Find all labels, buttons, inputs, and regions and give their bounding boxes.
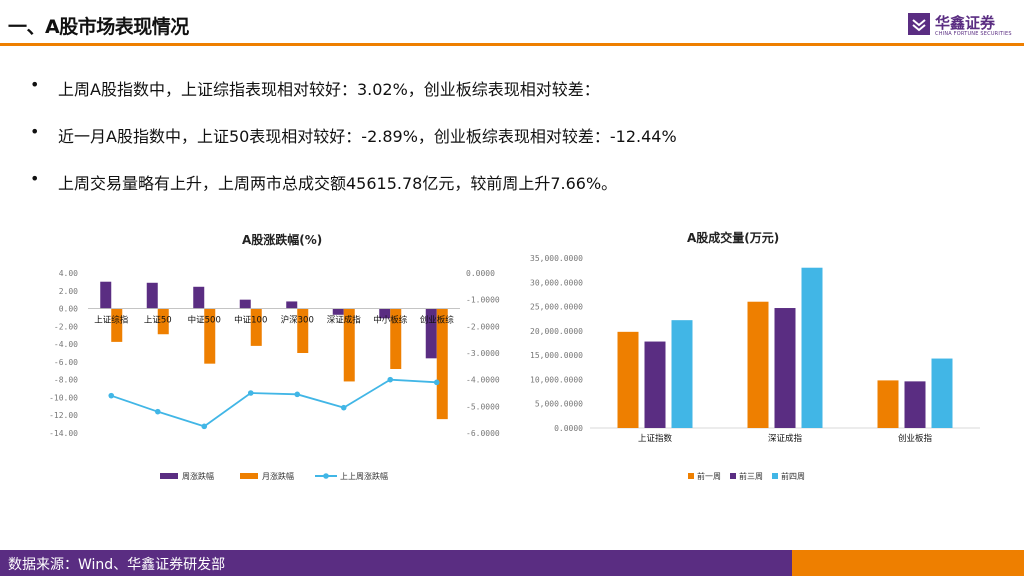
bar: [250, 308, 262, 346]
y-left-tick-label: -4.00: [54, 340, 78, 349]
page-title: 一、A股市场表现情况: [8, 16, 189, 38]
logo-name: 华鑫证券: [935, 14, 996, 32]
bar: [425, 308, 437, 359]
bar: [617, 331, 639, 428]
category-label: 中小板综: [373, 315, 408, 326]
line-point: [108, 392, 115, 399]
legend-label: 前三周: [739, 471, 763, 481]
bar: [332, 308, 344, 315]
bar: [931, 358, 953, 428]
bar: [204, 308, 216, 364]
bar: [801, 267, 823, 428]
line-point: [247, 390, 254, 396]
legend-swatch: [772, 473, 778, 479]
chart2-title: A股成交量(万元): [687, 231, 780, 245]
y-left-tick-label: 0.00: [59, 305, 78, 314]
y-tick-label: 30,000.0000: [530, 278, 583, 287]
index-change-chart: 4.00 2.00 0.00 -2.00 -4.00 -6.00 -8.00 -10.00 -1…: [49, 269, 500, 481]
y-left-tick-label: -10.00: [49, 393, 78, 402]
footer-bar: [0, 550, 792, 576]
category-label: 上证50: [144, 316, 172, 326]
bar: [343, 308, 355, 382]
category-label: 中证500: [188, 315, 221, 326]
legend-label: 上上周涨跌幅: [340, 471, 388, 481]
y-left-tick-label: -14.00: [49, 429, 78, 438]
y-left-tick-label: -6.00: [54, 358, 78, 367]
bar: [379, 308, 391, 319]
bar: [111, 308, 123, 342]
header-divider: [0, 43, 1024, 46]
line-point: [154, 408, 161, 415]
bar: [436, 308, 448, 420]
bar: [774, 308, 796, 428]
bar: [239, 299, 251, 309]
bar: [286, 301, 298, 309]
bullet-item: 上周交易量略有上升，上周两市总成交额45615.78亿元，较前周上升7.66%。: [30, 169, 990, 217]
line-point: [201, 423, 208, 430]
category-label: 上证综指: [94, 315, 129, 326]
legend-label: 前一周: [697, 471, 721, 481]
logo-mark-icon: [908, 13, 930, 35]
category-label: 中证100: [234, 315, 267, 326]
y-right-tick-label: -2.0000: [466, 322, 500, 331]
y-right-tick-label: -3.0000: [466, 349, 500, 358]
bullet-item: 上周A股指数中，上证综指表现相对较好：3.02%，创业板综表现相对较差：: [30, 75, 990, 123]
bar: [157, 308, 169, 335]
y-left-tick-label: -2.00: [54, 322, 78, 331]
line-point: [340, 404, 347, 411]
line-point: [387, 376, 394, 383]
y-tick-label: 0.0000: [554, 424, 583, 433]
chart1-title: A股涨跌幅(%): [242, 233, 323, 247]
category-label: 深证成指: [768, 433, 803, 444]
legend-label: 月涨跌幅: [262, 471, 294, 481]
legend-label: 前四周: [781, 471, 805, 481]
y-tick-label: 35,000.0000: [530, 254, 583, 263]
y-left-tick-label: 4.00: [59, 269, 78, 278]
bar: [747, 301, 769, 428]
footer-accent: [792, 550, 1024, 576]
bar: [146, 282, 158, 309]
category-label: 创业板指: [898, 433, 933, 444]
legend-swatch-point: [323, 473, 329, 479]
bar: [297, 308, 309, 353]
category-label: 深证成指: [327, 315, 362, 326]
line-point: [433, 379, 440, 386]
y-tick-label: 5,000.0000: [535, 400, 583, 409]
bar: [644, 341, 666, 428]
company-logo: 华鑫证券 CHINA FORTUNE SECURITIES: [908, 12, 1018, 40]
bar: [390, 308, 402, 369]
legend-swatch: [730, 473, 736, 479]
line-point: [294, 391, 301, 398]
y-tick-label: 20,000.0000: [530, 327, 583, 336]
legend-swatch: [160, 473, 178, 479]
y-right-tick-label: -4.0000: [466, 376, 500, 385]
category-label: 创业板综: [420, 315, 455, 326]
y-left-tick-label: -8.00: [54, 376, 78, 385]
legend-label: 周涨跌幅: [182, 471, 214, 481]
legend-swatch: [240, 473, 258, 479]
bullet-item: 近一月A股指数中，上证50表现相对较好：-2.89%，创业板综表现相对较差：-1…: [30, 122, 990, 170]
summary-bullets: 上周A股指数中，上证综指表现相对较好：3.02%，创业板综表现相对较差： 近一月…: [30, 75, 990, 217]
category-label: 沪深300: [281, 315, 314, 326]
data-source: 数据来源：Wind、华鑫证券研发部: [8, 557, 226, 573]
bar: [100, 281, 112, 309]
y-right-tick-label: -1.0000: [466, 296, 500, 305]
bar: [193, 286, 205, 309]
bar: [877, 380, 899, 428]
legend-swatch: [688, 473, 694, 479]
y-tick-label: 15,000.0000: [530, 351, 583, 360]
y-right-tick-label: 0.0000: [466, 269, 495, 278]
y-left-tick-label: -12.00: [49, 411, 78, 420]
logo-subtitle: CHINA FORTUNE SECURITIES: [935, 31, 1012, 37]
y-tick-label: 10,000.0000: [530, 375, 583, 384]
y-left-tick-label: 2.00: [59, 287, 78, 296]
category-label: 上证指数: [638, 433, 673, 444]
volume-chart: 35,000.0000 30,000.0000 25,000.0000 20,000.…: [530, 254, 980, 481]
bar: [904, 381, 926, 428]
y-tick-label: 25,000.0000: [530, 303, 583, 312]
y-right-tick-label: -5.0000: [466, 402, 500, 411]
y-right-tick-label: -6.0000: [466, 429, 500, 438]
bar: [671, 320, 693, 428]
series-line: [110, 378, 437, 428]
